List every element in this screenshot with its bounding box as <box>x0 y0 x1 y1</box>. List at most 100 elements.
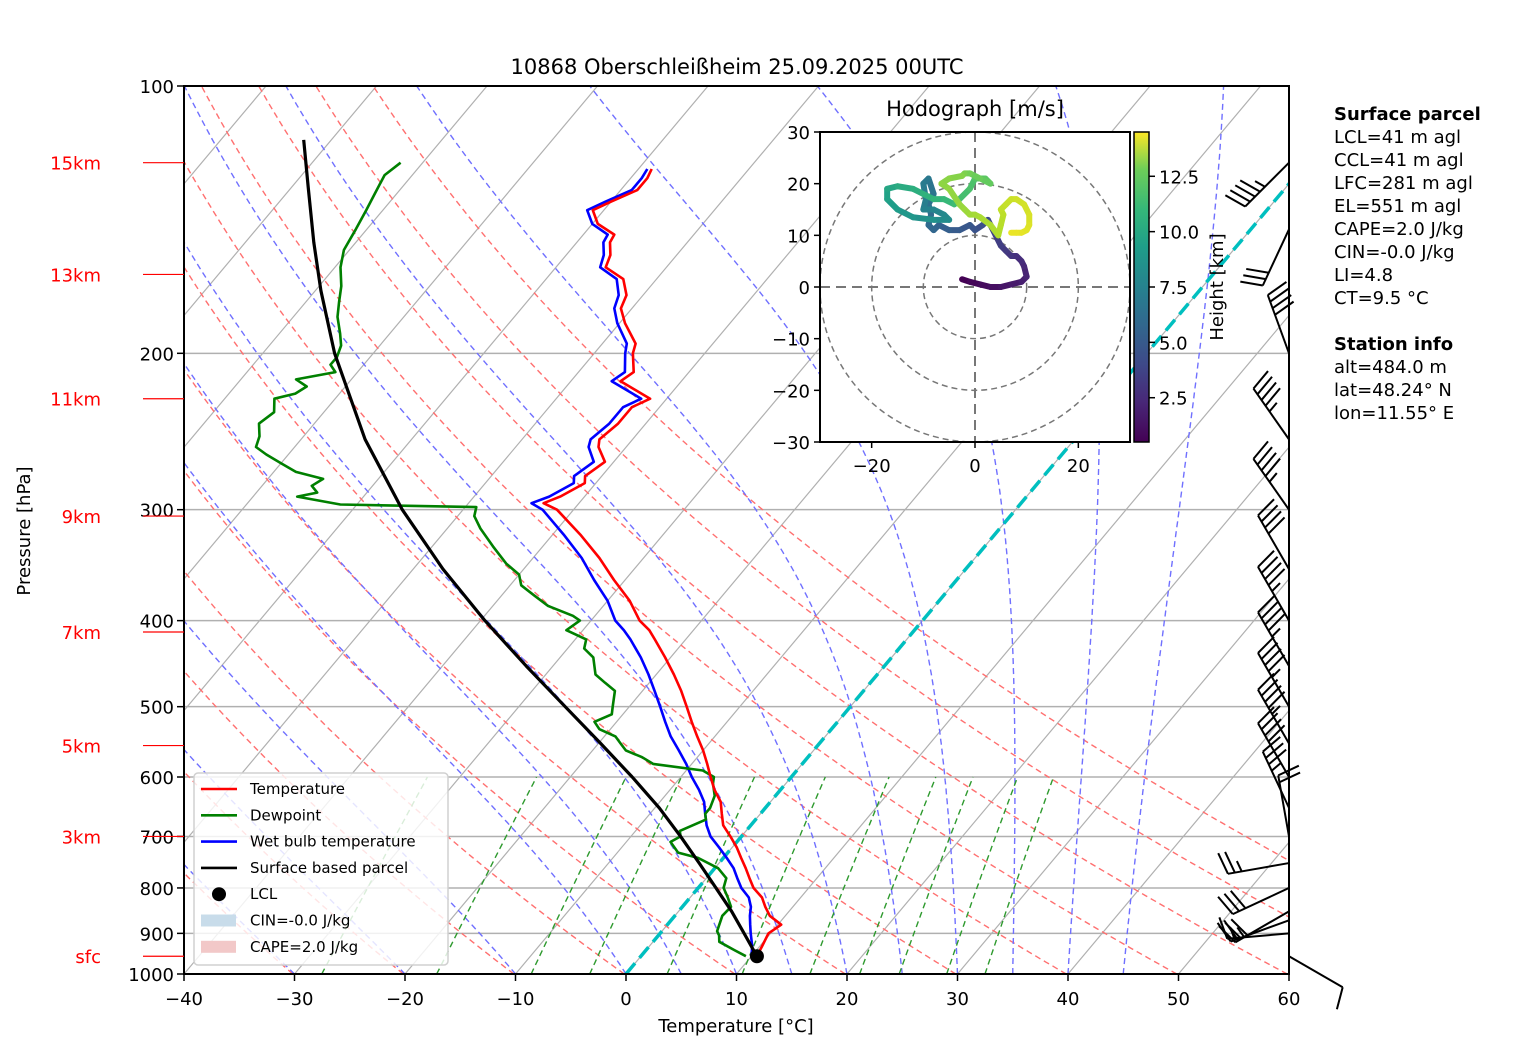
barb-flag <box>1260 452 1277 472</box>
x-tick-label: 10 <box>725 989 748 1010</box>
parcel-el: EL=551 m agl <box>1334 196 1462 217</box>
barb-flag <box>1229 890 1247 909</box>
barb-flag <box>1260 556 1279 574</box>
mixing-ratio-line <box>589 776 683 974</box>
barb-half-flag <box>1271 705 1281 715</box>
wind-barb <box>1266 281 1295 354</box>
wind-barb <box>1217 851 1290 875</box>
barb-flag <box>1267 724 1286 743</box>
barb-flag <box>1256 446 1273 466</box>
moist-adiabat <box>184 619 517 974</box>
barb-flag <box>1272 294 1292 310</box>
barb-staff <box>1252 458 1290 511</box>
mixing-ratio-line <box>898 776 974 974</box>
barb-half-flag <box>1271 762 1282 772</box>
station-lon: lon=11.55° E <box>1334 403 1455 424</box>
barb-flag <box>1264 457 1281 477</box>
colorbar-tick-label: 5.0 <box>1159 333 1188 354</box>
barb-half-flag <box>1254 180 1266 188</box>
barb-flag <box>1277 764 1300 777</box>
dry-adiabat <box>184 570 625 974</box>
y-tick-label: 500 <box>140 698 174 719</box>
x-tick-label: −20 <box>386 989 424 1010</box>
parcel-ct: CT=9.5 °C <box>1334 288 1429 309</box>
dry-adiabat <box>258 86 1288 974</box>
barb-flag <box>1243 274 1266 281</box>
barb-staff <box>1266 294 1290 354</box>
barb-flag <box>1260 642 1279 660</box>
legend-label: Temperature <box>249 780 345 798</box>
x-tick-label: −30 <box>276 989 314 1010</box>
barb-flag <box>1218 917 1229 940</box>
parcel-ccl: CCL=41 m agl <box>1334 150 1464 171</box>
y-tick-label: 900 <box>140 924 174 945</box>
dry-adiabat <box>184 160 1067 974</box>
barb-flag <box>1264 607 1282 626</box>
barb-flag <box>1234 184 1256 198</box>
barb-flag <box>1260 381 1277 401</box>
barb-staff <box>1261 751 1290 809</box>
legend-box <box>193 772 449 966</box>
mixing-ratio-line <box>984 776 1055 974</box>
legend-swatch <box>201 940 236 953</box>
dewpoint-profile <box>254 161 747 958</box>
moist-adiabat <box>184 86 793 974</box>
mixing-ratio-line <box>809 776 890 974</box>
legend-swatch <box>212 887 226 902</box>
moist-adiabat <box>1122 86 1225 974</box>
parcel-profile <box>302 139 759 957</box>
wind-barb <box>1277 764 1301 837</box>
barb-flag <box>1264 387 1281 407</box>
height-marker-label: 3km <box>62 827 101 848</box>
height-marker-label: 13km <box>50 265 101 286</box>
barb-flag <box>1252 370 1269 390</box>
barb-flag <box>1260 504 1279 523</box>
wind-barb <box>1240 228 1290 287</box>
y-axis-label: Pressure [hPa] <box>14 466 35 595</box>
barb-flag <box>1257 706 1275 725</box>
wind-barb <box>1218 917 1290 940</box>
wind-barb <box>1224 161 1290 208</box>
wind-barb <box>1261 736 1290 809</box>
parcel-lcl: LCL=41 m agl <box>1334 127 1462 148</box>
x-tick-label: 40 <box>1057 989 1080 1010</box>
mixing-ratio-line <box>741 776 826 974</box>
barb-half-flag <box>1271 627 1281 638</box>
barb-flag <box>1267 691 1286 709</box>
barb-flag <box>1257 672 1275 691</box>
barb-staff <box>1261 228 1290 286</box>
profiles <box>254 139 783 964</box>
wind-barb <box>1257 636 1290 708</box>
hodograph-y-tick-label: −10 <box>772 330 810 351</box>
height-markers: 15km 13km 11km 9km 7km 5km 3km sfc <box>50 154 184 968</box>
barb-flag <box>1269 287 1290 303</box>
barb-staff <box>1257 566 1290 622</box>
barb-half-flag <box>1271 668 1281 678</box>
wind-barb <box>1252 370 1290 440</box>
moist-adiabat <box>589 86 959 974</box>
y-tick-label: 800 <box>140 879 174 900</box>
barb-flag <box>1252 440 1269 460</box>
height-marker-label: 7km <box>62 623 101 644</box>
barb-flag <box>1240 280 1263 287</box>
barb-flag <box>1239 179 1261 193</box>
barb-staff <box>1257 652 1290 708</box>
barb-flag <box>1264 684 1282 703</box>
hodograph-y-tick-label: −20 <box>772 381 810 402</box>
colorbar <box>1133 131 1150 443</box>
barb-flag <box>1224 851 1236 874</box>
hodograph-y-tick-label: 30 <box>787 123 810 144</box>
parcel-cin: CIN=-0.0 J/kg <box>1334 242 1455 263</box>
barb-flag <box>1264 718 1282 737</box>
mixing-ratio-line <box>858 776 937 974</box>
barb-staff <box>1252 388 1290 440</box>
dry-adiabat <box>184 265 957 974</box>
parcel-li: LI=4.8 <box>1334 265 1394 286</box>
barb-staff <box>1227 862 1290 875</box>
y-tick-label: 1000 <box>128 965 174 986</box>
barb-flag <box>1267 654 1286 672</box>
barb-flag <box>1257 550 1275 568</box>
y-tick-label: 300 <box>140 501 174 522</box>
x-tick-label: 50 <box>1167 989 1190 1010</box>
